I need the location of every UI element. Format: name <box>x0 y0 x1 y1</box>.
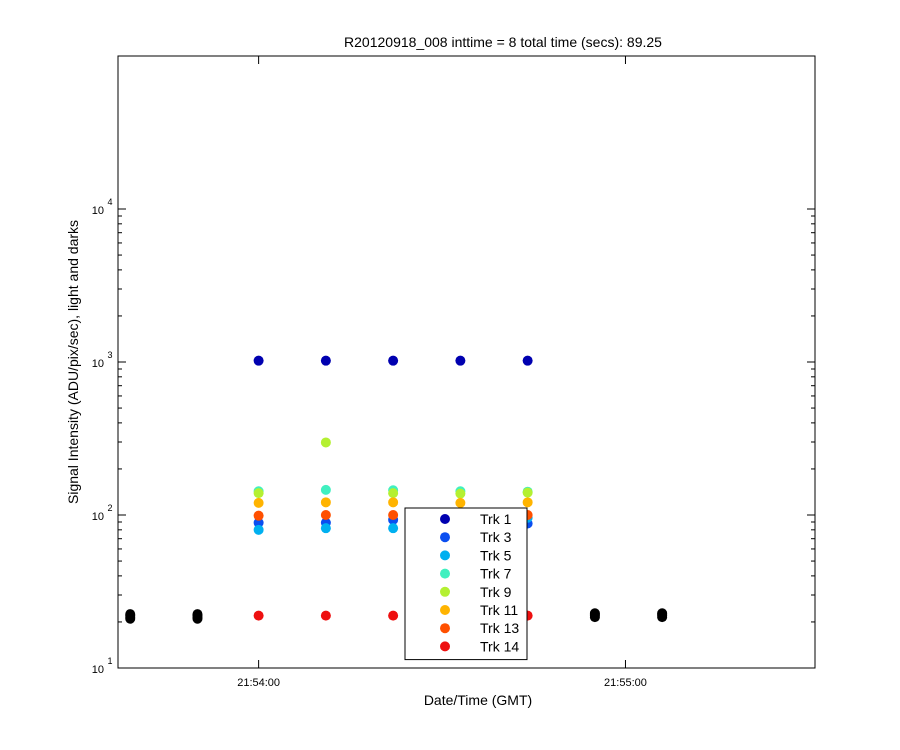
data-point <box>320 484 331 495</box>
series-trk-9 <box>253 437 533 499</box>
y-tick-exponent: 2 <box>107 503 112 513</box>
legend-marker <box>440 641 450 652</box>
y-axis-label: Signal Intensity (ADU/pix/sec), light an… <box>65 220 81 504</box>
data-point <box>522 497 533 508</box>
data-point <box>253 610 264 621</box>
x-axis-label: Date/Time (GMT) <box>424 692 532 708</box>
data-point <box>320 497 331 508</box>
data-point <box>192 609 203 620</box>
legend-box <box>404 507 528 661</box>
data-point <box>253 517 264 528</box>
data-point <box>589 608 600 619</box>
series-darks <box>125 608 668 624</box>
legend-entry: Trk 5 <box>480 547 512 563</box>
chart-title: R20120918_008 inttime = 8 total time (se… <box>344 34 662 50</box>
data-point <box>253 497 264 508</box>
data-point <box>320 355 331 366</box>
data-point <box>125 609 136 620</box>
legend-entry: Trk 13 <box>480 620 519 636</box>
data-point <box>253 524 264 535</box>
data-point <box>388 497 399 508</box>
x-tick-label: 21:55:00 <box>604 677 647 689</box>
legend-marker <box>440 514 450 524</box>
legend-marker <box>440 586 450 597</box>
data-point <box>253 510 264 521</box>
data-point <box>522 487 533 498</box>
data-point <box>522 355 533 366</box>
data-point <box>253 488 264 499</box>
legend-marker <box>440 550 450 561</box>
data-points <box>125 355 668 624</box>
legend-marker <box>440 568 450 579</box>
legend-entry: Trk 1 <box>480 511 512 527</box>
data-point <box>388 523 399 534</box>
series-trk-1 <box>253 355 533 366</box>
data-point <box>320 510 331 520</box>
y-tick-label: 10 <box>92 664 104 676</box>
data-point <box>388 610 399 621</box>
data-point <box>320 610 331 621</box>
data-point <box>657 608 668 619</box>
data-point <box>455 488 466 499</box>
series-trk-11 <box>253 497 533 508</box>
legend-entry: Trk 7 <box>480 566 512 582</box>
y-tick-label: 10 <box>92 358 104 370</box>
data-point <box>455 497 466 508</box>
legend-marker <box>440 605 450 615</box>
x-axis: 21:54:00 21:55:00 <box>237 56 647 689</box>
y-tick-exponent: 3 <box>107 350 112 360</box>
data-point <box>253 355 264 366</box>
legend-entry: Trk 9 <box>480 584 512 600</box>
legend-entry: Trk 11 <box>480 602 518 618</box>
y-tick-label: 10 <box>92 511 104 523</box>
data-point <box>320 437 331 448</box>
x-tick-label: 21:54:00 <box>237 677 280 689</box>
legend-entry: Trk 14 <box>480 638 519 654</box>
data-point <box>388 510 399 520</box>
data-point <box>388 488 399 499</box>
legend-marker <box>440 532 450 543</box>
data-point <box>320 523 331 534</box>
data-point <box>388 355 399 366</box>
legend-entry: Trk 3 <box>480 529 512 545</box>
y-tick-label: 10 <box>92 205 104 217</box>
y-tick-exponent: 1 <box>107 656 112 666</box>
legend-marker <box>440 623 450 634</box>
data-point <box>455 355 466 366</box>
y-tick-exponent: 4 <box>107 197 112 207</box>
legend: Trk 1 Trk 3 Trk 5 Trk 7 Trk 9 Trk 11 Trk 13 Trk… <box>404 507 528 661</box>
